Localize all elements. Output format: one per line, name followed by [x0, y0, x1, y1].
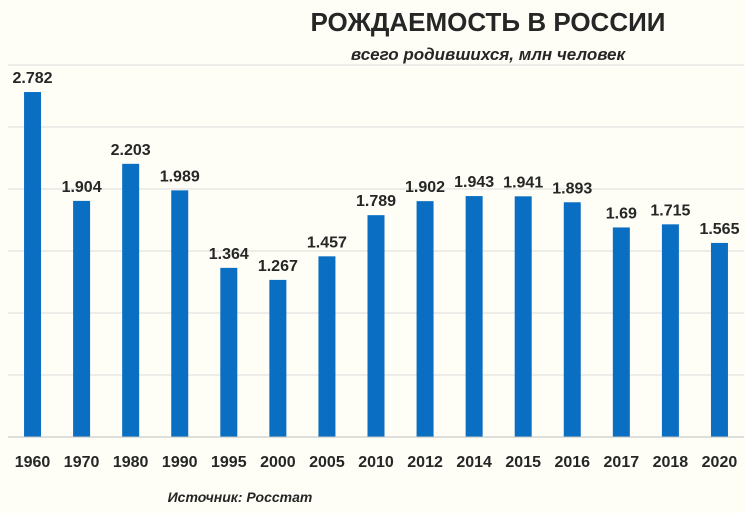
- value-label-2017: 1.69: [606, 205, 637, 222]
- x-tick-2010: 2010: [358, 454, 394, 471]
- value-label-2015: 1.941: [503, 174, 543, 191]
- x-tick-1990: 1990: [162, 454, 198, 471]
- bar-2014: [465, 196, 483, 437]
- x-tick-2005: 2005: [309, 454, 345, 471]
- x-axis-ticks: 1960 1970 1980 1990 1995 2000 2005 2010 2012 2014…: [15, 454, 738, 471]
- value-label-2005: 1.457: [307, 234, 347, 251]
- bar-2005: [318, 256, 336, 437]
- x-tick-2015: 2015: [505, 454, 541, 471]
- bar-2000: [269, 279, 287, 437]
- bar-2017: [612, 227, 630, 437]
- x-tick-2014: 2014: [456, 454, 492, 471]
- bars: [24, 92, 728, 438]
- x-tick-1970: 1970: [64, 454, 100, 471]
- bar-2012: [416, 201, 434, 437]
- value-label-2016: 1.893: [552, 180, 592, 197]
- bar-1980: [122, 163, 140, 437]
- value-label-2014: 1.943: [454, 174, 494, 191]
- value-label-2000: 1.267: [258, 258, 298, 275]
- value-label-2020: 1.565: [699, 221, 739, 238]
- x-tick-2016: 2016: [554, 454, 590, 471]
- bar-2010: [367, 215, 385, 437]
- value-label-2010: 1.789: [356, 193, 396, 210]
- x-tick-2018: 2018: [653, 454, 689, 471]
- chart-title: РОЖДАЕМОСТЬ В РОССИИ: [311, 7, 666, 37]
- value-label-2012: 1.902: [405, 179, 445, 196]
- source-note: Источник: Росстат: [168, 489, 313, 505]
- x-tick-2020: 2020: [702, 454, 738, 471]
- value-label-1960: 2.782: [13, 70, 53, 87]
- bar-2018: [661, 224, 679, 437]
- value-label-1995: 1.364: [209, 246, 249, 263]
- value-label-1980: 2.203: [111, 142, 151, 159]
- x-tick-1960: 1960: [15, 454, 51, 471]
- value-label-1970: 1.904: [62, 179, 102, 196]
- bar-2015: [514, 196, 532, 437]
- bar-1960: [24, 92, 42, 438]
- chart-subtitle: всего родившихся, млн человек: [351, 45, 627, 64]
- bar-1990: [171, 190, 189, 437]
- value-label-1990: 1.989: [160, 168, 200, 185]
- x-tick-2017: 2017: [604, 454, 640, 471]
- bar-2020: [710, 242, 728, 437]
- x-tick-2000: 2000: [260, 454, 296, 471]
- bar-1995: [220, 267, 238, 437]
- value-label-2018: 1.715: [650, 202, 690, 219]
- bar-2016: [563, 202, 581, 437]
- bar-1970: [73, 200, 91, 437]
- value-labels: 2.782 1.904 2.203 1.989 1.364 1.267 1.457 1.789…: [13, 70, 740, 275]
- x-tick-2012: 2012: [407, 454, 443, 471]
- x-tick-1980: 1980: [113, 454, 149, 471]
- x-tick-1995: 1995: [211, 454, 247, 471]
